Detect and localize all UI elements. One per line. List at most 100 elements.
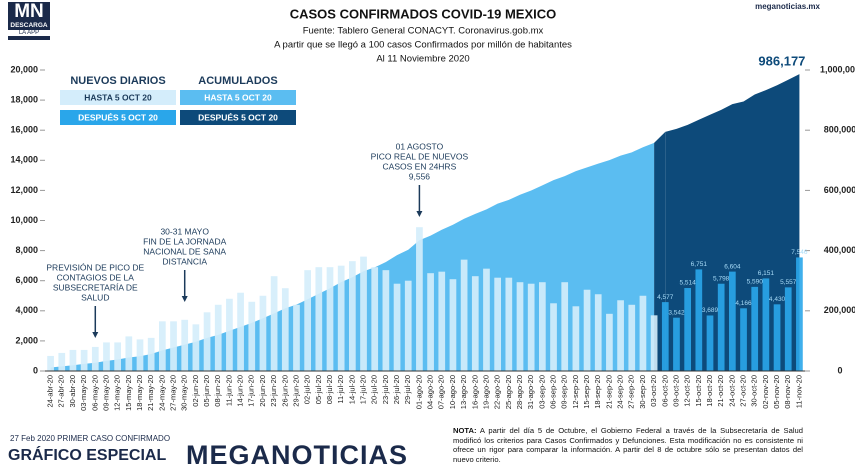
x-tick-label: 24-sep-20 [616, 375, 625, 409]
x-tick-label: 06-may-20 [90, 375, 99, 411]
x-tick-label: 24-oct-20 [727, 375, 736, 407]
y-tick-label: 8,000 [15, 245, 38, 255]
bar [80, 349, 88, 371]
legend-group-title: ACUMULADOS [198, 75, 277, 87]
x-tick-label: 02-jul-20 [303, 375, 312, 404]
bar [729, 271, 736, 371]
annotation: FIN DE LA JORNADA [143, 236, 226, 246]
bar [762, 278, 770, 371]
x-tick-label: 03-sep-20 [537, 375, 546, 409]
x-tick-label: 21-oct-20 [716, 375, 725, 407]
bar [673, 317, 680, 371]
annotation-arrowhead [92, 332, 99, 338]
bar [360, 256, 367, 371]
x-tick-label: 28-ago-20 [515, 375, 524, 409]
annotation: 01 AGOSTO [396, 141, 444, 151]
value-label: 6,751 [691, 261, 708, 268]
special: GRÁFICO ESPECIAL [8, 447, 167, 464]
annotation: PREVISIÓN DE PICO DE [46, 262, 144, 272]
value-label: 4,430 [769, 296, 786, 303]
x-tick-label: 14-jul-20 [347, 375, 356, 404]
legend-swatch [180, 110, 296, 125]
bar [505, 277, 513, 371]
bar [382, 270, 390, 371]
bar [796, 257, 803, 371]
x-tick-label: 08-nov-20 [783, 375, 792, 409]
x-tick-label: 07-ago-20 [437, 375, 446, 409]
bar [259, 295, 267, 371]
annotation: 9,556 [409, 171, 431, 181]
x-tick-label: 20-jul-20 [370, 375, 379, 404]
bar [706, 315, 714, 371]
bar [427, 273, 434, 371]
bar [393, 283, 401, 371]
x-tick-label: 29-jul-20 [403, 375, 412, 404]
bar [460, 259, 468, 371]
x-tick-label: 06-sep-20 [549, 375, 558, 409]
value-label: 5,590 [747, 279, 764, 286]
bar [337, 265, 345, 371]
bar [125, 336, 133, 371]
bar [773, 304, 781, 371]
x-tick-label: 21-sep-20 [604, 375, 613, 409]
bar [695, 269, 703, 371]
bar [416, 227, 423, 371]
note-text: A partir del día 5 de Octubre, el Gobier… [453, 426, 803, 464]
y-tick-label: 6,000 [15, 275, 38, 285]
x-tick-label: 15-may-20 [124, 375, 133, 411]
bar [248, 301, 256, 371]
legend-group-title: NUEVOS DIARIOS [70, 75, 165, 87]
bar [181, 319, 189, 371]
logo-app: LA APP [8, 30, 50, 36]
x-tick-label: 17-jun-20 [247, 375, 256, 407]
x-tick-label: 12-may-20 [113, 375, 122, 411]
bar [684, 288, 691, 371]
x-tick-label: 02-nov-20 [761, 375, 770, 409]
value-label: 3,689 [702, 307, 719, 314]
bar [47, 355, 54, 371]
value-label: 4,577 [657, 294, 674, 301]
bar [639, 295, 647, 371]
y2-tick-label: 200,000 [824, 305, 855, 315]
x-tick-label: 27-sep-20 [627, 375, 636, 409]
note: NOTA: A partir del día 5 de Octubre, el … [453, 426, 803, 464]
x-tick-label: 08-jul-20 [325, 375, 334, 404]
x-tick-label: 25-ago-20 [504, 375, 513, 409]
annotation: PICO REAL DE NUEVOS [371, 151, 469, 161]
bar [606, 313, 613, 371]
logo: MN DESCARGA LA APP [8, 2, 50, 40]
area [50, 142, 655, 371]
bar [449, 279, 457, 371]
x-tick-label: 03-oct-20 [649, 375, 658, 407]
bar [192, 324, 200, 371]
bar [147, 337, 155, 371]
x-tick-label: 09-oct-20 [671, 375, 680, 407]
y-tick-label: 12,000 [10, 185, 38, 195]
bar [438, 271, 446, 371]
x-tick-label: 27-abr-20 [57, 375, 66, 408]
bar [304, 270, 311, 371]
x-tick-label: 06-oct-20 [660, 375, 669, 407]
x-tick-label: 30-sep-20 [638, 375, 647, 409]
x-tick-label: 15-oct-20 [694, 375, 703, 407]
bar [784, 287, 792, 371]
bar [661, 302, 669, 371]
bar [237, 292, 244, 371]
bar [58, 352, 66, 371]
subtitle: Fuente: Tablero General CONACYT. Coronav… [303, 26, 544, 37]
x-tick-label: 12-oct-20 [683, 375, 692, 407]
legend-label: HASTA 5 OCT 20 [84, 92, 152, 102]
legend-swatch [180, 90, 296, 105]
x-tick-label: 23-jun-20 [269, 375, 278, 407]
bar [91, 346, 99, 371]
bar [69, 349, 77, 371]
logo-text: MN [14, 1, 44, 22]
bar [617, 300, 624, 371]
y-tick-label: 10,000 [10, 215, 38, 225]
bar [326, 267, 334, 371]
y-tick-label: 18,000 [10, 94, 38, 104]
x-tick-label: 22-ago-20 [493, 375, 502, 409]
annotation: SALUD [81, 292, 109, 302]
